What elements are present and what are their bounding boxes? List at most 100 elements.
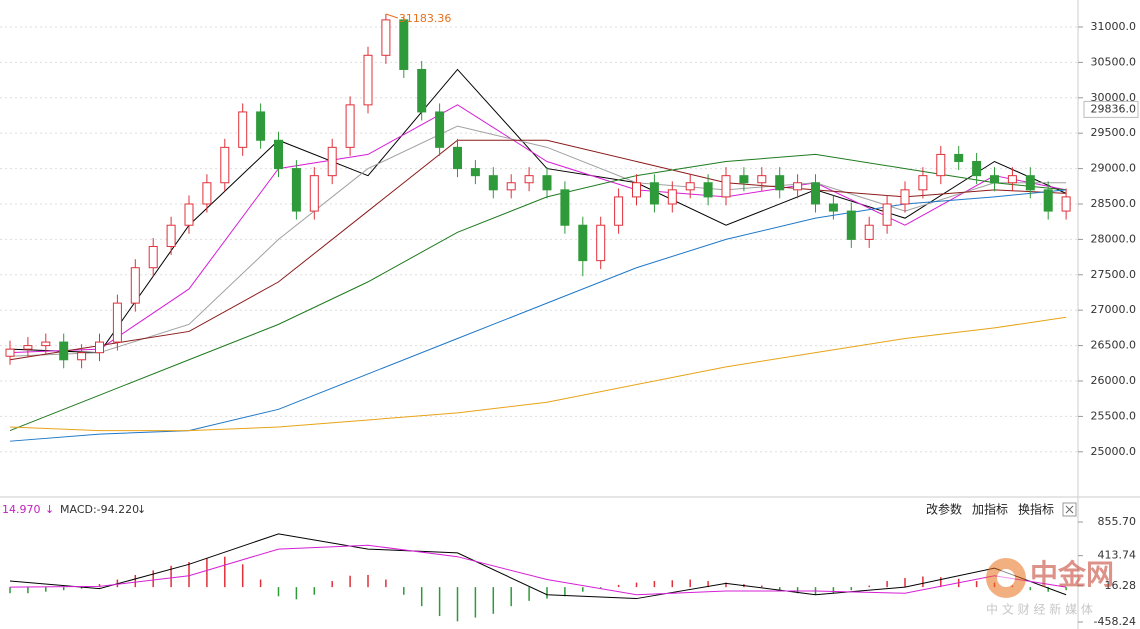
candle-body	[95, 341, 104, 354]
last-price-label: 29836.0	[1091, 102, 1137, 115]
watermark: 中金网 中 文 财 经 新 媒 体	[986, 558, 1114, 617]
candle-body	[560, 189, 570, 226]
indicator-line	[9, 316, 1067, 432]
y-tick-label: 16.28	[1105, 579, 1137, 592]
macd-bar	[367, 574, 369, 588]
y-tick-label: 28000.0	[1091, 232, 1137, 245]
close-icon[interactable]	[1065, 505, 1074, 514]
macd-bar	[653, 581, 656, 588]
candle-body	[524, 175, 534, 184]
macd-bar	[9, 587, 11, 594]
max-annotation: 31183.36	[399, 12, 452, 25]
macd-bar	[241, 564, 244, 588]
macd-bar	[349, 575, 351, 588]
macd-bar	[62, 587, 65, 591]
y-tick-label: 31000.0	[1091, 20, 1137, 33]
add-indicator-button[interactable]: 加指标	[972, 502, 1008, 517]
macd-bar	[725, 582, 727, 588]
candle-body	[828, 203, 838, 212]
macd-bar	[403, 587, 405, 595]
candle-body	[5, 348, 15, 357]
candle-body	[399, 19, 409, 70]
macd-bar	[528, 587, 530, 601]
macd-bar	[832, 587, 835, 594]
macd-bar	[492, 587, 495, 614]
indicator-line	[9, 544, 1067, 596]
change-params-button[interactable]: 改参数	[926, 502, 962, 517]
macd-bar	[671, 580, 674, 588]
candle-body	[220, 146, 230, 184]
macd-bar	[98, 584, 101, 588]
close-button[interactable]	[1062, 502, 1077, 517]
candle-body	[1025, 175, 1035, 191]
candle-body	[77, 352, 87, 361]
macd-bar	[868, 585, 870, 588]
arrow: ↓	[137, 503, 146, 516]
candle-body	[757, 175, 767, 184]
candle-body	[864, 224, 874, 240]
candle-body	[309, 175, 319, 212]
candle-body	[882, 203, 892, 226]
macd-bar	[206, 558, 208, 588]
candle-body	[542, 175, 552, 191]
candle-body	[202, 182, 212, 205]
candle-body	[417, 68, 427, 113]
macd-bar	[904, 578, 906, 588]
candle-body	[811, 182, 820, 205]
macd-bar	[27, 587, 29, 594]
candle-body	[506, 182, 516, 191]
macd-bar	[778, 587, 781, 591]
candle-body	[327, 146, 337, 177]
macd-bar	[850, 587, 853, 591]
candle-body	[1043, 189, 1053, 212]
y-tick-label: 27500.0	[1091, 268, 1137, 281]
switch-indicator-button[interactable]: 换指标	[1018, 502, 1054, 517]
macd-bar	[313, 587, 316, 595]
candle-body	[453, 146, 462, 170]
macd-bar	[80, 587, 83, 589]
macd-bar	[474, 587, 477, 618]
macd-bar	[975, 581, 978, 588]
macd-bar	[45, 587, 47, 592]
macd-bar	[546, 587, 548, 599]
macd-bar	[420, 587, 423, 607]
indicator-line	[9, 139, 1067, 361]
macd-bar	[1029, 587, 1032, 591]
macd-bar	[259, 579, 262, 588]
macd-bar	[707, 581, 709, 588]
macd-bar	[940, 577, 942, 588]
indicator-line	[9, 68, 1067, 354]
y-tick-label: 29500.0	[1091, 126, 1137, 139]
macd-bar	[385, 579, 387, 588]
candle-body	[667, 189, 677, 205]
candle-body	[739, 175, 749, 184]
last-price-box	[1083, 100, 1139, 118]
y-tick-label: 26500.0	[1091, 339, 1137, 352]
watermark-subtitle: 中 文 财 经 新 媒 体	[986, 602, 1093, 617]
candle-body	[775, 175, 785, 191]
candle-body	[972, 161, 982, 177]
candle-body	[846, 210, 856, 240]
y-tick-label: 30000.0	[1091, 91, 1137, 104]
macd-bar	[510, 587, 512, 607]
macd-bar	[1047, 587, 1049, 592]
macd-bar	[170, 565, 172, 588]
macd-bar	[438, 587, 441, 617]
y-tick-label: 413.74	[1098, 549, 1137, 562]
candle-body	[649, 182, 659, 205]
macd-bar	[689, 579, 691, 588]
candle-body	[256, 111, 266, 141]
candle-body	[614, 196, 624, 226]
macd-bar	[761, 585, 763, 588]
candle-body	[23, 345, 33, 350]
y-tick-label: 26000.0	[1091, 374, 1137, 387]
candle-body	[703, 182, 713, 198]
y-tick-label: 28500.0	[1091, 197, 1137, 210]
candle-body	[721, 175, 731, 198]
macd-bar	[331, 581, 333, 588]
candle-body	[112, 302, 122, 343]
max-marker	[385, 13, 399, 19]
candle-body	[954, 153, 964, 163]
candle-body	[488, 175, 498, 191]
candle-body	[1007, 175, 1017, 184]
